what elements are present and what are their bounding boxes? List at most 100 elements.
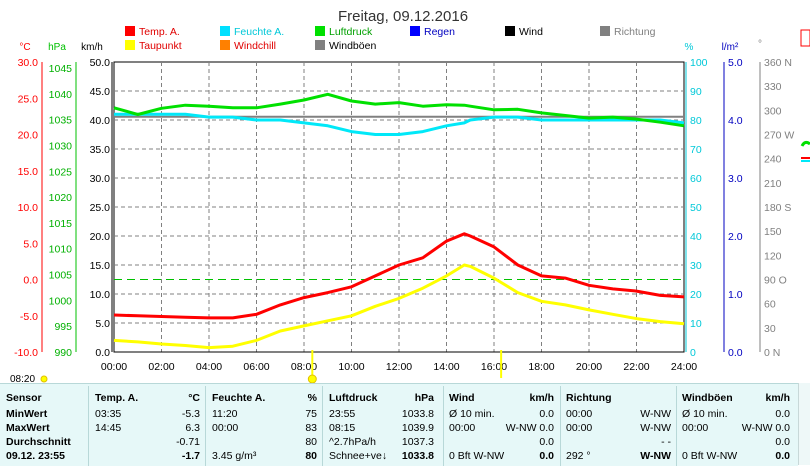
direction-tick: 180 S	[764, 202, 791, 214]
stats-hum-value: 75	[305, 408, 317, 420]
stats-dir-time: 00:00	[566, 422, 593, 434]
stats-divider	[676, 386, 677, 466]
unit-temp: °C	[19, 42, 30, 53]
legend-label: Windböen	[329, 40, 376, 52]
stats-gust-value: W-NW 0.0	[741, 422, 790, 434]
pressure-tick: 1045	[49, 63, 73, 75]
rain-tick: 4.0	[728, 115, 743, 127]
direction-tick: 240	[764, 154, 782, 166]
stats-wind-value: 0.0	[539, 436, 554, 448]
weather-chart: Freitag, 09.12.2016 Temp. A. Feuchte A. Lu…	[10, 8, 810, 383]
stats-header-press: Luftdruck	[329, 392, 378, 404]
stats-wind-value: 0.0	[539, 408, 554, 420]
stats-gust-value: 0.0	[775, 450, 790, 462]
time-tick: 06:00	[243, 361, 269, 373]
stats-row-label: 09.12. 23:55	[6, 450, 65, 462]
rain-tick: 1.0	[728, 289, 743, 301]
legend-swatch	[410, 26, 420, 36]
legend-swatch	[125, 26, 135, 36]
stats-press-time: Schnee+ve↓	[329, 450, 388, 462]
stats-wind-time: Ø 10 min.	[449, 408, 495, 420]
humidity-tick: 70	[690, 144, 702, 156]
stats-wind-time: 0 Bft W-NW	[449, 450, 505, 462]
stats-gust-time: 0 Bft W-NW	[682, 450, 738, 462]
stats-gust-value: 0.0	[775, 436, 790, 448]
legend-swatch	[505, 26, 515, 36]
legend-swatch	[125, 40, 135, 50]
time-tick: 02:00	[148, 361, 174, 373]
wind-tick: 25.0	[90, 202, 111, 214]
direction-tick: 300	[764, 105, 782, 117]
stats-hum-value: 80	[305, 436, 317, 448]
right-edge-indicators	[800, 29, 810, 162]
pressure-tick: 1040	[49, 89, 73, 101]
legend-label: Richtung	[614, 26, 656, 38]
time-tick: 00:00	[101, 361, 127, 373]
time-tick: 20:00	[576, 361, 602, 373]
time-tick: 22:00	[623, 361, 649, 373]
stats-header-temp: Temp. A.	[95, 392, 139, 404]
rain-tick: 5.0	[728, 57, 743, 69]
stats-temp-value: -1.7	[181, 450, 200, 462]
time-markers: 08:20	[10, 350, 503, 383]
stats-temp-value: -0.71	[176, 436, 200, 448]
temp-tick: 10.0	[18, 202, 39, 214]
stats-press-value: 1033.8	[401, 408, 434, 420]
edge-indicator-red	[800, 29, 810, 47]
pressure-tick: 1035	[49, 115, 73, 127]
humidity-tick: 40	[690, 231, 702, 243]
stats-unit-gust: km/h	[765, 392, 790, 404]
stats-header-wind: Wind	[449, 392, 475, 404]
stats-header-sensor: Sensor	[6, 392, 42, 404]
time-tick: 14:00	[433, 361, 459, 373]
series-humidity	[114, 112, 685, 136]
wind-tick: 20.0	[90, 231, 111, 243]
vertical-scrollbar[interactable]	[798, 383, 810, 465]
unit-rain: l/m²	[722, 42, 739, 53]
stats-wind-time: 00:00	[449, 422, 476, 434]
stats-press-time: 08:15	[329, 422, 356, 434]
unit-direction: °	[758, 39, 762, 50]
humidity-tick: 80	[690, 115, 702, 127]
legend: Temp. A. Feuchte A. Luftdruck Regen Wind Rich…	[125, 26, 656, 52]
stats-header-hum: Feuchte A.	[212, 392, 266, 404]
series-lines	[113, 92, 685, 353]
temp-tick: -10.0	[14, 347, 38, 359]
stats-hum-time: 00:00	[212, 422, 239, 434]
legend-label: Feuchte A.	[234, 26, 284, 38]
stats-wind-value: W-NW 0.0	[505, 422, 554, 434]
pressure-tick: 1000	[49, 295, 73, 307]
direction-tick: 90 O	[764, 275, 787, 287]
stats-dir-time: 292 °	[566, 450, 591, 462]
temp-tick: 20.0	[18, 130, 39, 142]
time-tick: 12:00	[386, 361, 412, 373]
legend-swatch	[600, 26, 610, 36]
stats-divider	[322, 386, 323, 466]
series-pressure	[113, 92, 685, 128]
wind-tick: 30.0	[90, 173, 111, 185]
unit-pressure: hPa	[48, 42, 66, 53]
stats-press-value: 1033.8	[401, 450, 434, 462]
stats-row-label: MinWert	[6, 408, 48, 420]
stats-unit-wind: km/h	[529, 392, 554, 404]
stats-unit-press: hPa	[414, 392, 434, 404]
legend-label: Wind	[519, 26, 543, 38]
temp-tick: 5.0	[23, 238, 38, 250]
stats-row-label: MaxWert	[6, 422, 50, 434]
stats-press-value: 1037.3	[401, 436, 434, 448]
pressure-tick: 1005	[49, 270, 73, 282]
stats-gust-time: 00:00	[682, 422, 709, 434]
direction-tick: 360 N	[764, 57, 792, 69]
wind-tick: 40.0	[90, 115, 111, 127]
edge-indicator-green	[800, 140, 810, 147]
stats-unit-temp: °C	[188, 392, 200, 404]
direction-tick: 30	[764, 323, 776, 335]
stats-dir-value: - -	[661, 436, 671, 448]
humidity-tick: 90	[690, 86, 702, 98]
direction-tick: 330	[764, 81, 782, 93]
rain-tick: 2.0	[728, 231, 743, 243]
stats-divider	[560, 386, 561, 466]
stats-wind-value: 0.0	[539, 450, 554, 462]
temp-tick: -5.0	[20, 311, 38, 323]
time-tick: 10:00	[338, 361, 364, 373]
